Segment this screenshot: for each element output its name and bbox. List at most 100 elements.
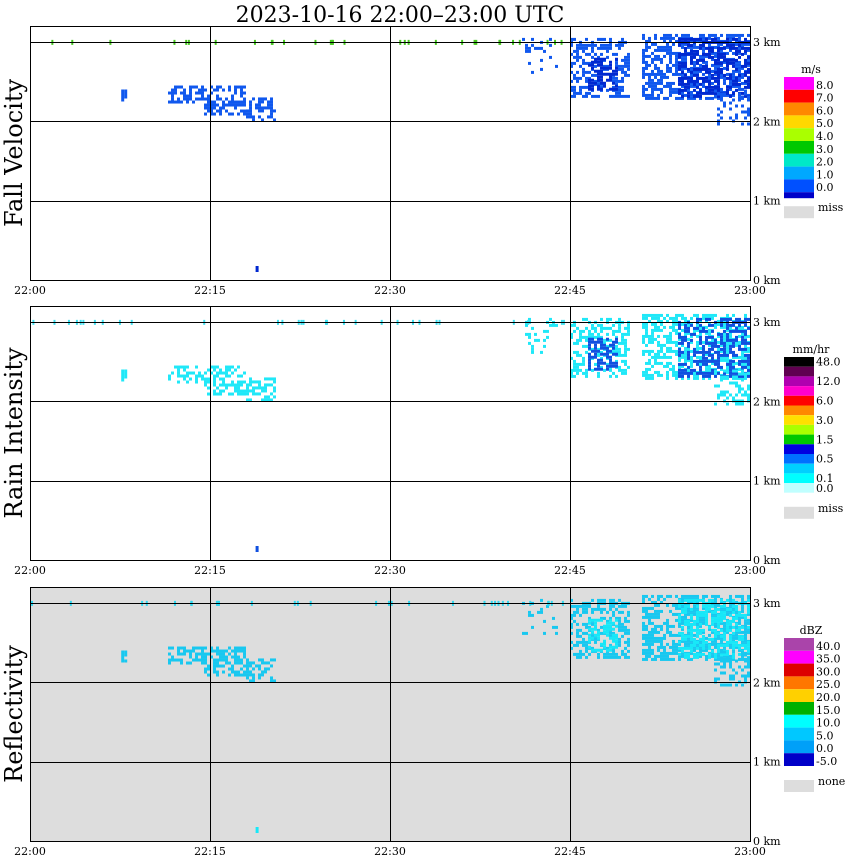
echo-cell <box>588 61 591 65</box>
echo-cell <box>729 331 732 335</box>
echo-cell <box>720 671 723 675</box>
echo-cell <box>660 57 663 61</box>
echo-cell <box>726 659 729 663</box>
x-tick-label: 22:00 <box>14 284 46 297</box>
echo-cell <box>702 64 705 68</box>
echo-cell <box>678 335 681 339</box>
echo-cell <box>678 355 681 359</box>
echo-cell <box>642 624 645 628</box>
echo-cell <box>591 332 594 336</box>
echo-cell <box>654 322 657 326</box>
echo-cell <box>645 66 648 70</box>
echo-cell <box>675 648 678 652</box>
echo-cell <box>597 69 600 73</box>
echo-cell <box>735 338 738 342</box>
echo-cell <box>672 639 675 643</box>
echo-cell <box>684 607 687 611</box>
echo-cell <box>657 352 660 356</box>
echo-cell <box>582 73 585 77</box>
echo-cell <box>528 46 531 50</box>
echo-cell <box>693 622 696 626</box>
echo-cell <box>732 69 735 73</box>
echo-cell <box>603 368 606 372</box>
echo-cell <box>672 328 675 332</box>
echo-cell <box>582 359 585 363</box>
echo-cell <box>681 313 684 317</box>
echo-cell <box>657 57 660 61</box>
echo-cell <box>213 112 216 116</box>
echo-cell <box>264 670 267 674</box>
echo-cell <box>693 612 696 616</box>
echo-cell <box>708 52 711 56</box>
echo-cell <box>717 633 720 637</box>
echo-cell <box>735 671 738 675</box>
echo-cell <box>591 81 594 85</box>
echo-cell <box>588 652 591 656</box>
echo-cell <box>699 628 702 632</box>
echo-cell <box>582 61 585 65</box>
figure-title: 2023-10-16 22:00–23:00 UTC <box>236 3 565 28</box>
echo-cell <box>732 668 735 672</box>
echo-cell <box>657 630 660 634</box>
echo-cell <box>696 81 699 85</box>
echo-cell <box>735 616 738 620</box>
echo-cell <box>699 355 702 359</box>
echo-cell <box>591 84 594 88</box>
echo-cell <box>222 371 225 375</box>
echo-cell <box>732 338 735 342</box>
echo-cell <box>726 390 729 394</box>
echo-cell <box>648 78 651 82</box>
echo-cell <box>600 46 603 50</box>
echo-cell <box>621 88 624 92</box>
echo-cell <box>717 359 720 363</box>
echo-cell <box>201 646 204 650</box>
echo-cell <box>708 70 711 74</box>
legend-miss-swatch <box>784 206 814 219</box>
echo-cell <box>654 352 657 356</box>
echo-cell <box>570 613 573 617</box>
echo-cell <box>729 81 732 85</box>
echo-cell <box>124 92 128 96</box>
echo-cell <box>237 649 240 653</box>
echo-cell <box>171 97 174 101</box>
echo-cell <box>204 661 207 665</box>
echo-cell <box>121 95 125 99</box>
echo-cell <box>720 652 723 656</box>
echo-cell <box>744 73 747 77</box>
echo-cell <box>732 381 735 385</box>
echo-cell <box>747 317 750 321</box>
echo-cell <box>747 42 750 46</box>
echo-cell <box>609 78 612 82</box>
echo-cell <box>588 616 591 620</box>
echo-cell <box>240 94 243 98</box>
echo-cell <box>693 350 696 354</box>
echo-cell <box>648 654 651 658</box>
echo-cell <box>219 383 222 387</box>
echo-cell <box>198 91 201 95</box>
echo-cell <box>705 335 708 339</box>
echo-cell <box>585 655 588 659</box>
echo-cell <box>660 313 663 317</box>
echo-cell <box>174 91 177 95</box>
echo-cell <box>732 61 735 65</box>
echo-cell <box>699 96 702 100</box>
echo-cell <box>747 651 750 655</box>
echo-cell <box>690 70 693 74</box>
echo-cell <box>213 383 216 387</box>
echo-cell <box>612 76 615 80</box>
echo-cell <box>693 69 696 73</box>
y-tick-label: 1 km <box>753 756 781 769</box>
echo-cell <box>714 33 717 37</box>
echo-cell <box>684 349 687 353</box>
echo-cell <box>600 43 603 47</box>
echo-cell <box>579 634 582 638</box>
echo-cell <box>744 349 747 353</box>
echo-cell <box>642 51 645 55</box>
echo-cell <box>747 630 750 634</box>
echo-cell <box>525 332 528 336</box>
echo-cell <box>711 630 714 634</box>
echo-cell <box>669 325 672 329</box>
echo-cell <box>225 97 228 101</box>
echo-cell <box>681 621 684 625</box>
echo-cell <box>124 659 128 663</box>
